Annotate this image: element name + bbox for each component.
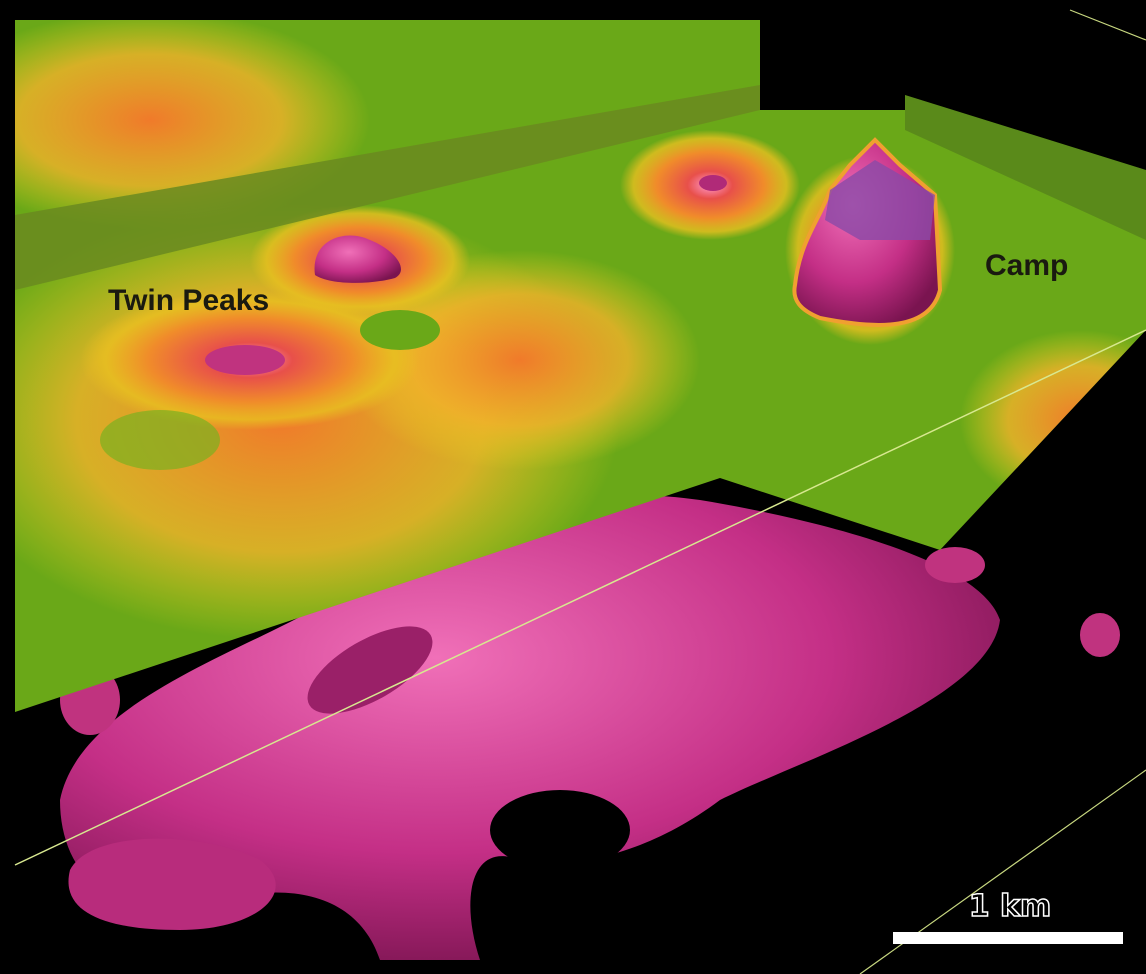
camp-top [825, 160, 935, 240]
scale-bar [893, 932, 1123, 944]
guide-line [14, 329, 1146, 866]
peak-body [314, 235, 401, 283]
guide-line [1069, 9, 1146, 41]
peak-body [205, 345, 285, 375]
background [760, 10, 1146, 170]
peak-body [699, 175, 727, 191]
scale-label: 1 km [969, 889, 1052, 924]
label: Twin Peaks [108, 284, 269, 317]
section-strip [905, 95, 1146, 240]
section-strip [15, 85, 760, 290]
isosurface [60, 494, 1120, 960]
label: Camp [985, 249, 1068, 282]
